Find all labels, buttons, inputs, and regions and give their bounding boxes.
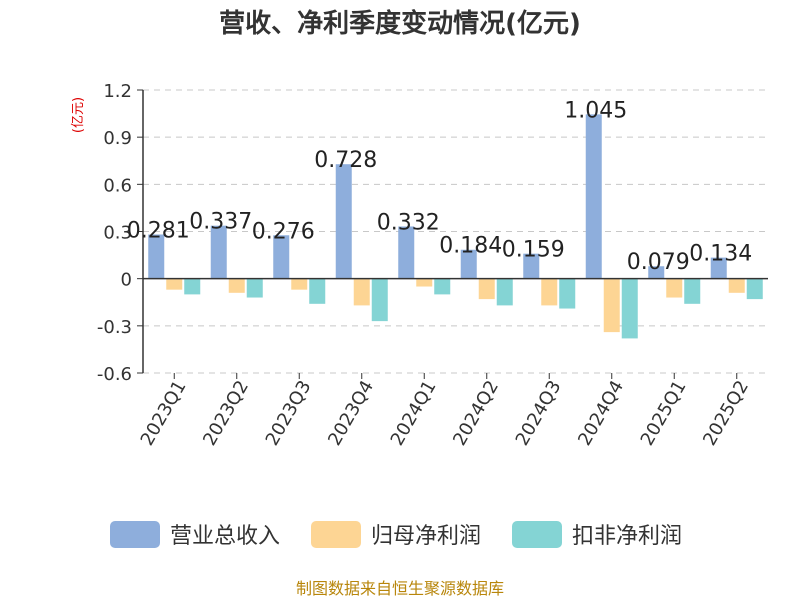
data-label: 0.276 — [252, 219, 315, 244]
x-tick-label: 2025Q1 — [637, 377, 691, 449]
bar — [746, 278, 763, 300]
bar — [246, 278, 263, 298]
bar — [398, 226, 415, 279]
y-tick-label: -0.3 — [97, 317, 132, 338]
bar — [273, 235, 290, 279]
legend-swatch — [110, 521, 160, 548]
x-tick-label: 2024Q1 — [387, 377, 441, 449]
bar — [166, 278, 183, 290]
data-label: 0.281 — [127, 218, 190, 243]
legend-swatch — [512, 521, 562, 548]
bar — [371, 278, 388, 322]
legend-label: 扣非净利润 — [572, 524, 682, 549]
data-label: 0.079 — [627, 250, 690, 275]
x-tick-label: 2023Q2 — [199, 377, 253, 449]
bar — [148, 234, 165, 279]
x-tick-label: 2024Q4 — [574, 377, 628, 449]
bar — [210, 225, 227, 279]
x-tick-label: 2023Q3 — [262, 377, 316, 449]
bar — [496, 278, 513, 306]
bar — [666, 278, 683, 298]
y-tick-label: 1.2 — [103, 81, 132, 102]
data-label: 0.337 — [189, 210, 252, 235]
bar — [460, 249, 477, 279]
bar — [728, 278, 745, 293]
x-tick-label: 2024Q2 — [449, 377, 503, 449]
y-axis-unit: (亿元) — [71, 97, 86, 133]
bar — [309, 278, 326, 304]
y-tick-label: 0.9 — [103, 128, 132, 149]
bar — [228, 278, 245, 293]
data-label: 1.045 — [564, 98, 627, 123]
y-tick-label: 0.3 — [103, 223, 132, 244]
bar — [184, 278, 201, 295]
x-tick-label: 2024Q3 — [512, 377, 566, 449]
bar — [478, 278, 495, 300]
bar — [648, 266, 665, 279]
y-tick-label: 0 — [121, 270, 132, 291]
bar — [559, 278, 576, 309]
bar — [684, 278, 701, 304]
bar — [585, 114, 602, 279]
x-tick-label: 2023Q1 — [137, 377, 191, 449]
bar — [353, 278, 370, 306]
data-label: 0.728 — [314, 148, 377, 173]
legend: 营业总收入 归母净利润 扣非净利润 — [110, 521, 682, 549]
bar — [335, 164, 352, 279]
y-tick-label: -0.6 — [97, 364, 132, 385]
data-label: 0.332 — [377, 210, 440, 235]
data-label: 0.134 — [689, 242, 752, 267]
bar — [710, 257, 727, 279]
bar — [621, 278, 638, 339]
legend-label: 营业总收入 — [170, 524, 280, 549]
x-tick-label: 2025Q2 — [699, 377, 753, 449]
bar — [416, 278, 433, 287]
chart-title: 营收、净利季度变动情况(亿元) — [219, 8, 581, 39]
grid — [143, 89, 768, 374]
legend-label: 归母净利润 — [371, 524, 481, 549]
bar — [523, 253, 540, 279]
bar — [291, 278, 308, 290]
bars — [148, 114, 763, 339]
data-label: 0.184 — [439, 234, 502, 259]
data-label: 0.159 — [502, 238, 565, 263]
bar — [541, 278, 558, 306]
bar — [434, 278, 451, 295]
legend-swatch — [311, 521, 361, 548]
x-tick-label: 2023Q4 — [324, 377, 378, 449]
bar — [603, 278, 620, 333]
y-tick-label: 0.6 — [103, 175, 132, 196]
source-note: 制图数据来自恒生聚源数据库 — [296, 579, 504, 598]
